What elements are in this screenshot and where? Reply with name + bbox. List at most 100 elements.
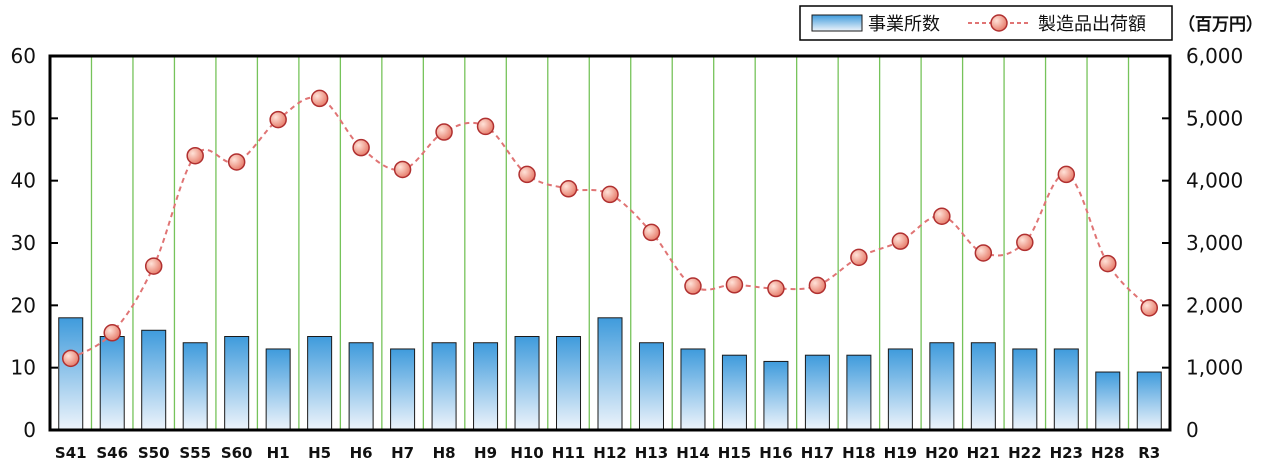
x-tick-label: H13 [635, 444, 668, 462]
bar-layer [58, 317, 1162, 431]
bar-H21 [970, 342, 996, 431]
left-tick-label: 60 [11, 44, 36, 68]
point-S46 [103, 324, 121, 342]
point-H19 [891, 232, 910, 250]
right-tick-label: 6,000 [1186, 44, 1243, 68]
grid-layer [90, 56, 1130, 430]
point-H1 [269, 110, 287, 129]
x-tick-label: H20 [925, 444, 958, 462]
legend-bar-label: 事業所数 [868, 14, 940, 35]
point-H20 [933, 207, 951, 225]
bar-H23 [1053, 348, 1079, 431]
bar-H19 [887, 348, 913, 431]
right-tick-label: 0 [1186, 418, 1199, 442]
bar-H18 [846, 354, 872, 431]
right-tick-label: 4,000 [1186, 169, 1243, 193]
bar-R3 [1136, 371, 1162, 431]
x-tick-label: S60 [221, 444, 253, 462]
left-tick-label: 40 [11, 169, 36, 193]
bar-H12 [597, 317, 623, 431]
bar-H11 [556, 336, 582, 431]
x-tick-label: H28 [1091, 444, 1124, 462]
right-tick-label: 3,000 [1186, 231, 1243, 255]
point-H23 [1057, 165, 1076, 184]
point-S55 [186, 146, 204, 165]
x-tick-label: H5 [308, 444, 331, 462]
x-tick-label: S50 [138, 444, 170, 462]
bar-H10 [514, 336, 540, 431]
bar-H8 [431, 342, 457, 431]
point-R3 [1140, 299, 1159, 317]
x-tick-label: H8 [433, 444, 456, 462]
point-H8 [435, 123, 453, 141]
bar-S60 [224, 336, 250, 431]
left-tick-label: 0 [23, 418, 36, 442]
x-tick-label: H14 [676, 444, 709, 462]
bar-H16 [763, 360, 789, 431]
right-tick-label: 2,000 [1186, 293, 1243, 317]
point-S60 [227, 153, 246, 171]
axis-layer: 0 10 20 30 40 50 60 0 1,000 2,000 3,000 4,000 5,000 6… [11, 44, 1244, 462]
right-tick-label: 5,000 [1186, 106, 1243, 130]
bar-H13 [638, 342, 664, 431]
bar-H1 [265, 348, 291, 431]
left-tick-label: 50 [11, 106, 36, 130]
bar-H6 [348, 342, 374, 431]
x-tick-label: H10 [510, 444, 543, 462]
bar-H17 [804, 354, 830, 431]
bar-S41 [58, 317, 84, 431]
point-H15 [725, 276, 744, 294]
x-tick-label: H7 [391, 444, 414, 462]
bar-H7 [390, 348, 416, 431]
point-H13 [642, 223, 661, 242]
point-S50 [144, 257, 163, 275]
x-tick-label: H17 [801, 444, 834, 462]
x-tick-label: H16 [759, 444, 792, 462]
x-tick-label: H21 [967, 444, 1000, 462]
point-H12 [601, 185, 619, 204]
x-tick-label: H19 [884, 444, 917, 462]
x-tick-label: S46 [96, 444, 128, 462]
point-H6 [352, 138, 370, 157]
bar-H20 [929, 342, 955, 431]
bar-S46 [99, 336, 125, 431]
point-H10 [518, 165, 536, 184]
point-H18 [850, 248, 868, 267]
point-H28 [1099, 254, 1117, 273]
point-S41 [61, 349, 80, 368]
point-H21 [974, 244, 993, 262]
x-tick-label: H18 [842, 444, 875, 462]
bar-S55 [182, 342, 208, 431]
x-tick-label: S41 [55, 444, 87, 462]
x-tick-label: H1 [267, 444, 290, 462]
point-H5 [310, 89, 329, 108]
legend-bar-swatch [811, 14, 863, 32]
left-tick-label: 30 [11, 231, 36, 255]
legend: 事業所数 製造品出荷額 [799, 5, 1173, 41]
x-tick-label: H23 [1050, 444, 1083, 462]
x-tick-label: H6 [350, 444, 373, 462]
bar-S50 [141, 329, 167, 431]
x-tick-label: R3 [1138, 444, 1160, 462]
bar-H9 [473, 342, 499, 431]
legend-line-label: 製造品出荷額 [1038, 14, 1146, 35]
legend-line-marker [990, 14, 1008, 32]
point-H14 [684, 277, 702, 295]
bar-H15 [721, 354, 747, 431]
point-H16 [767, 279, 785, 298]
right-tick-label: 1,000 [1186, 356, 1243, 380]
bar-H14 [680, 348, 706, 431]
left-tick-label: 10 [11, 356, 36, 380]
x-tick-label: H9 [474, 444, 497, 462]
x-tick-label: S55 [179, 444, 211, 462]
x-tick-label: H11 [552, 444, 585, 462]
bar-H5 [307, 336, 333, 431]
x-tick-label: H15 [718, 444, 751, 462]
marker-layer [61, 89, 1159, 368]
x-tick-label: H12 [593, 444, 626, 462]
bar-H28 [1095, 371, 1121, 431]
x-tick-label: H22 [1008, 444, 1041, 462]
point-H11 [559, 180, 578, 198]
left-tick-label: 20 [11, 293, 36, 317]
